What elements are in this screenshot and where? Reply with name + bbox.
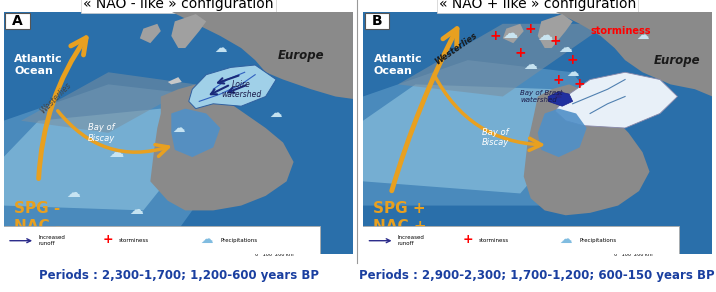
Text: ☁: ☁ [524,58,538,72]
Polygon shape [168,77,182,84]
Polygon shape [555,12,712,96]
Text: Atlantic
Ocean: Atlantic Ocean [14,54,63,76]
Text: Europe: Europe [277,49,324,62]
Text: Periods : 2,300-1,700; 1,200-600 years BP: Periods : 2,300-1,700; 1,200-600 years B… [39,269,319,282]
Polygon shape [4,84,231,230]
Text: SPG -
NAC -: SPG - NAC - [14,201,62,234]
Text: +: + [574,77,586,91]
Polygon shape [503,24,523,43]
Polygon shape [523,84,649,215]
FancyBboxPatch shape [2,226,320,255]
Polygon shape [171,14,206,48]
Text: storminess: storminess [590,26,651,36]
FancyBboxPatch shape [362,226,679,255]
Text: ☁: ☁ [559,232,572,246]
Text: +: + [567,53,579,67]
Polygon shape [548,92,573,106]
Polygon shape [4,12,353,254]
Text: Bay of
Biscay: Bay of Biscay [88,123,115,142]
Text: ☁: ☁ [130,204,143,218]
Text: +: + [490,29,502,43]
Text: Europe: Europe [654,54,701,67]
Polygon shape [150,84,294,211]
Text: Increased
runoff: Increased runoff [398,235,425,246]
Text: Westerlies: Westerlies [39,81,73,115]
Polygon shape [363,12,712,254]
Text: ☁: ☁ [558,41,573,55]
Text: +: + [463,232,473,246]
Text: +: + [103,232,114,246]
Text: A: A [12,14,23,28]
Text: Increased
runoff: Increased runoff [39,235,65,246]
Text: +: + [514,46,526,60]
Polygon shape [171,109,221,157]
Title: « NAO - like » configuration: « NAO - like » configuration [83,0,274,11]
Text: Periods : 2,900-2,300; 1,700-1,200; 600-150 years BP: Periods : 2,900-2,300; 1,700-1,200; 600-… [359,269,715,282]
Polygon shape [363,60,608,206]
Text: Westerlies: Westerlies [433,31,478,67]
Text: Bay of
Biscay: Bay of Biscay [482,128,509,147]
Polygon shape [538,14,573,48]
Text: ☁: ☁ [270,107,282,120]
Text: ☁: ☁ [108,145,123,160]
Text: 0   100  200 km: 0 100 200 km [614,252,653,257]
Polygon shape [538,109,586,157]
Text: ☁: ☁ [502,26,518,41]
Title: « NAO + like » configuration: « NAO + like » configuration [439,0,637,11]
Polygon shape [189,65,276,109]
Bar [5,13,30,29]
Text: +: + [553,72,564,86]
Text: Precipitations: Precipitations [221,238,257,243]
Text: Atlantic
Ocean: Atlantic Ocean [374,54,422,76]
Polygon shape [21,72,195,133]
Polygon shape [171,12,353,99]
Polygon shape [140,24,161,43]
Polygon shape [4,109,195,211]
Text: +: + [549,34,561,48]
Text: storminess: storminess [478,238,508,243]
Text: Precipitations: Precipitations [580,238,616,243]
Polygon shape [398,24,608,96]
Text: ☁: ☁ [172,121,185,135]
Text: Bay of Brest
watershed: Bay of Brest watershed [521,90,563,103]
Text: ☁: ☁ [537,28,552,44]
Text: storminess: storminess [119,238,149,243]
Text: ☁: ☁ [67,187,80,200]
Bar [364,13,390,29]
Text: ☁: ☁ [214,41,226,55]
Polygon shape [363,84,573,193]
Text: Loire
watershed: Loire watershed [221,79,261,99]
Text: ☁: ☁ [566,66,579,79]
Text: ☁: ☁ [200,232,213,246]
Text: +: + [525,22,536,36]
Text: B: B [372,14,382,28]
Text: ☁: ☁ [637,29,649,42]
Text: 0   100  200 km: 0 100 200 km [255,252,294,257]
Text: SPG +
NAC +: SPG + NAC + [374,201,427,234]
Polygon shape [555,72,677,128]
